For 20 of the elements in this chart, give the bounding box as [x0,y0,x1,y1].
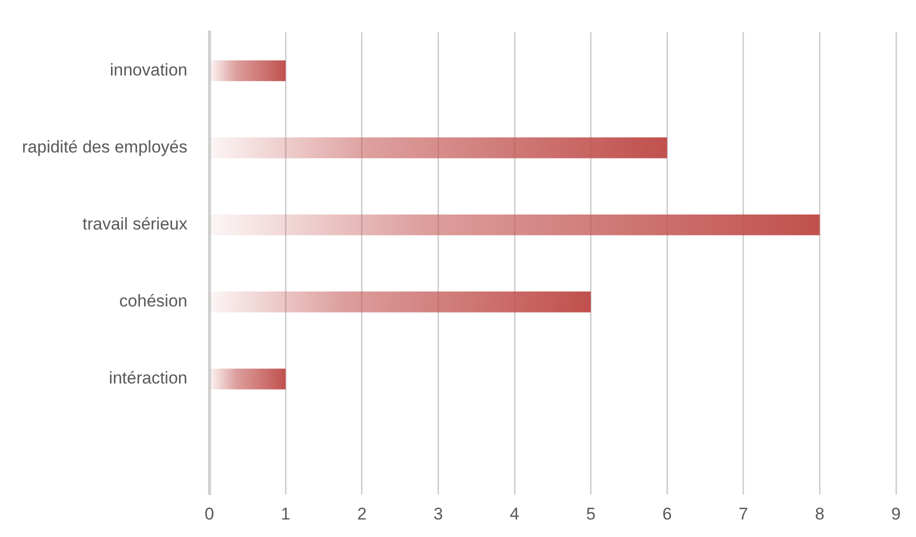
y-tick-label: intéraction [108,368,188,388]
y-tick-label: travail sérieux [82,214,188,234]
y-tick-label: rapidité des employés [22,137,188,156]
x-tick-label: 8 [814,504,824,524]
x-tick-label: 3 [434,504,443,524]
x-tick-label: 7 [738,504,748,524]
bar [210,214,820,236]
x-tick-label: 1 [280,504,290,524]
y-tick-label: cohésion [119,292,188,311]
bar [210,137,668,158]
x-tick-label: 0 [204,504,214,524]
x-tick-label: 2 [357,504,367,524]
x-tick-label: 9 [891,504,901,524]
bar [210,292,591,312]
bar [210,60,286,82]
x-tick-label: 4 [510,504,520,524]
y-tick-label: innovation [110,60,188,80]
x-tick-label: 6 [662,504,672,524]
x-tick-label: 5 [586,504,596,524]
bar [210,368,286,390]
